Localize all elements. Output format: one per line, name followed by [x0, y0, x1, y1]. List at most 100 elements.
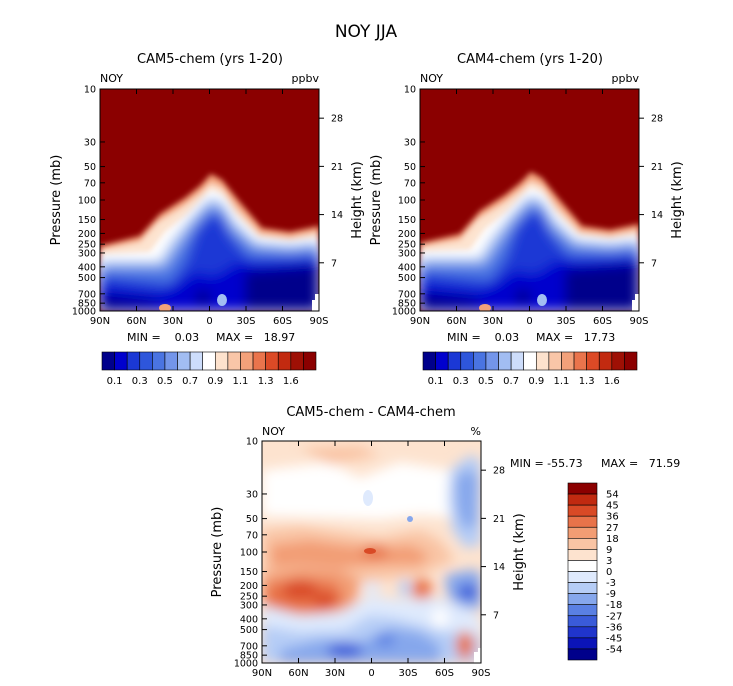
- colorbar-label: -18: [606, 600, 622, 611]
- units-label: ppbv: [292, 72, 320, 85]
- x-tick-label: 30S: [398, 668, 417, 679]
- colorbar-label: 54: [606, 490, 619, 501]
- colorbar-box: [624, 351, 638, 371]
- colorbar-label: 1.1: [554, 376, 570, 387]
- colorbar-box: [567, 504, 598, 517]
- colorbar-box: [567, 637, 598, 650]
- colorbar-label: -54: [606, 644, 622, 655]
- colorbar-label: 0.1: [428, 376, 444, 387]
- colorbar-box: [510, 351, 525, 371]
- variable-label: NOY: [100, 72, 123, 85]
- y-tick-label: 250: [398, 240, 416, 251]
- colorbar: 0.1 0.3 0.5 0.7 0.9 1.1 1.3 1.6: [101, 351, 317, 387]
- colorbar-box: [567, 593, 598, 605]
- colorbar-label: -36: [606, 622, 622, 633]
- y-tick-label: 70: [84, 178, 96, 189]
- x-tick-label: 0: [526, 316, 532, 327]
- colorbar-label: -27: [606, 611, 622, 622]
- contour-field: [100, 89, 319, 311]
- x-tick-label: 30S: [236, 316, 255, 327]
- colorbar-box: [567, 493, 598, 506]
- colorbar-box: [567, 604, 598, 617]
- colorbar-box: [240, 351, 254, 371]
- y-tick-label: 700: [398, 289, 416, 300]
- max-label: MAX = 18.97: [216, 331, 295, 344]
- height-tick-label: 7: [493, 610, 499, 621]
- colorbar-box: [164, 351, 178, 371]
- x-tick-label: 30N: [163, 316, 183, 327]
- colorbar-label: 0.5: [478, 376, 494, 387]
- colorbar-box: [567, 560, 598, 572]
- colorbar-box: [177, 351, 191, 371]
- colorbar-box: [447, 351, 462, 371]
- colorbar-label: 0: [606, 567, 612, 578]
- colorbar-box: [101, 351, 115, 371]
- y-tick-label: 400: [78, 262, 96, 273]
- y-tick-label: 70: [404, 178, 416, 189]
- x-tick-label: 90S: [629, 316, 648, 327]
- y-tick-label: 500: [240, 625, 258, 636]
- min-label: MIN = 0.03: [447, 331, 519, 344]
- colorbar-box: [114, 351, 128, 371]
- colorbar-box: [473, 351, 487, 371]
- colorbar-box: [561, 351, 575, 371]
- colorbar-label: 0.7: [182, 376, 198, 387]
- x-tick-label: 90N: [90, 316, 110, 327]
- panel-cam5: CAM5-chem (yrs 1-20) NOY ppbv: [49, 52, 365, 387]
- axes: 90N 60N 30N 0 30S 60S 90S 10 30 50 70 100 150 2002503…: [392, 85, 663, 328]
- x-tick-label: 90S: [471, 668, 490, 679]
- colorbar-label: 1.1: [233, 376, 249, 387]
- y-tick-label: 500: [78, 273, 96, 284]
- x-tick-label: 30S: [556, 316, 575, 327]
- y-tick-label: 850: [240, 651, 258, 662]
- colorbar-box: [227, 351, 241, 371]
- height-tick-label: 21: [331, 162, 343, 173]
- x-tick-label: 90N: [410, 316, 430, 327]
- colorbar-label: 0.9: [528, 376, 544, 387]
- panel-title: CAM4-chem (yrs 1-20): [457, 52, 603, 67]
- colorbar-box: [567, 648, 598, 661]
- panel-cam4: CAM4-chem (yrs 1-20) NOY ppbv: [369, 52, 685, 387]
- axes: 90N 60N 30N 0 30S 60S 90S 10 30 50 70 100 150 2002503…: [72, 85, 343, 328]
- x-tick-label: 60N: [288, 668, 308, 679]
- colorbar-label: 45: [606, 501, 619, 512]
- colorbar-box: [567, 571, 598, 583]
- panel-title: CAM5-chem - CAM4-chem: [286, 405, 455, 420]
- height-tick-label: 14: [493, 562, 505, 573]
- y-tick-label: 10: [84, 85, 96, 96]
- y-tick-label: 150: [398, 215, 416, 226]
- colorbar-label: 18: [606, 534, 619, 545]
- y-tick-label: 500: [398, 273, 416, 284]
- colorbar-box: [202, 351, 216, 371]
- colorbar-box: [567, 615, 598, 628]
- y-tick-label: 100: [240, 548, 258, 559]
- y-tick-label: 400: [240, 614, 258, 625]
- panel-difference: CAM5-chem - CAM4-chem NOY %: [210, 405, 680, 679]
- colorbar-label: 1.3: [258, 376, 274, 387]
- height-tick-label: 28: [651, 114, 663, 125]
- x-tick-label: 30N: [325, 668, 345, 679]
- x-tick-label: 60S: [435, 668, 454, 679]
- y-tick-label: 30: [84, 137, 96, 148]
- colorbar-box: [598, 351, 613, 371]
- y-tick-label: 300: [78, 248, 96, 259]
- y-tick-label: 700: [78, 289, 96, 300]
- colorbar-box: [189, 351, 204, 371]
- colorbar-box: [567, 549, 598, 561]
- colorbar-label: 9: [606, 545, 612, 556]
- variable-label: NOY: [420, 72, 443, 85]
- colorbar-label: 0.1: [107, 376, 123, 387]
- min-label: MIN = -55.73: [510, 457, 583, 470]
- y-axis-label: Pressure (mb): [49, 155, 64, 246]
- panel-title: CAM5-chem (yrs 1-20): [137, 52, 283, 67]
- colorbar-box: [422, 351, 436, 371]
- colorbar-label: -3: [606, 578, 616, 589]
- y-tick-label: 50: [84, 162, 96, 173]
- x-tick-label: 0: [368, 668, 374, 679]
- y-tick-label: 100: [78, 196, 96, 207]
- colorbar-box: [567, 482, 598, 495]
- y-tick-label: 100: [398, 196, 416, 207]
- y-tick-label: 1000: [72, 307, 96, 318]
- y-tick-label: 150: [78, 215, 96, 226]
